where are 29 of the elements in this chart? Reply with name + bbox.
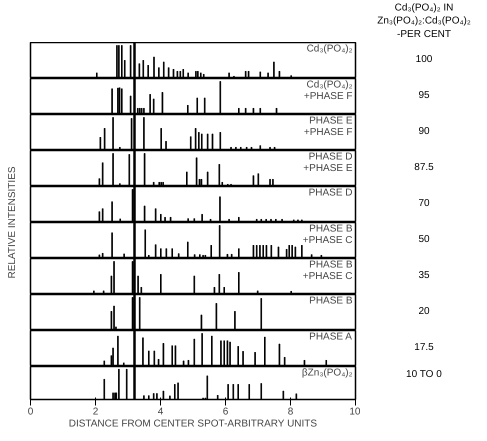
chart-title: PHASE A (309, 332, 352, 343)
text: 17.5 (414, 342, 434, 354)
x-tick-label: 2 (92, 406, 99, 418)
text: 90 (418, 126, 430, 138)
chart-title: Cd₃(PO₄)₂ (306, 44, 353, 55)
chart-title: βZn₃(PO₄)₂ (302, 367, 353, 378)
chart-title: PHASE E +PHASE F (304, 116, 353, 138)
text: 10 TO 0 (406, 369, 442, 380)
chart-title: PHASE B (309, 296, 353, 307)
x-tick-label: 4 (158, 406, 164, 418)
text: Cd₃(PO₄)₂ IN Zn₃(PO₄)₂:Cd₃(PO₄)₂ -PER CENT (377, 2, 471, 40)
text: 95 (418, 90, 430, 102)
chart-title: PHASE D (308, 188, 353, 199)
chart-title: PHASE B +PHASE C (302, 260, 353, 282)
x-tick-label: 8 (288, 406, 294, 418)
x-tick-label: 6 (222, 406, 229, 418)
chart-title: PHASE D +PHASE E (303, 152, 353, 174)
x-tick-label: 10 (349, 406, 361, 418)
chart-title: Cd₃(PO₄)₂ +PHASE F (304, 80, 353, 102)
chart-title: PHASE B +PHASE C (302, 224, 353, 246)
y-axis-title: RELATIVE INTENSITIES (7, 166, 18, 279)
text: 50 (418, 234, 430, 246)
x-axis-title: DISTANCE FROM CENTER SPOT-ARBITRARY UNITS (68, 418, 318, 430)
text: 70 (418, 198, 430, 210)
text: 100 (416, 54, 433, 66)
text: 35 (418, 270, 430, 282)
x-tick-label: 0 (28, 406, 34, 418)
text: 87.5 (414, 162, 434, 174)
text: 20 (418, 306, 430, 318)
